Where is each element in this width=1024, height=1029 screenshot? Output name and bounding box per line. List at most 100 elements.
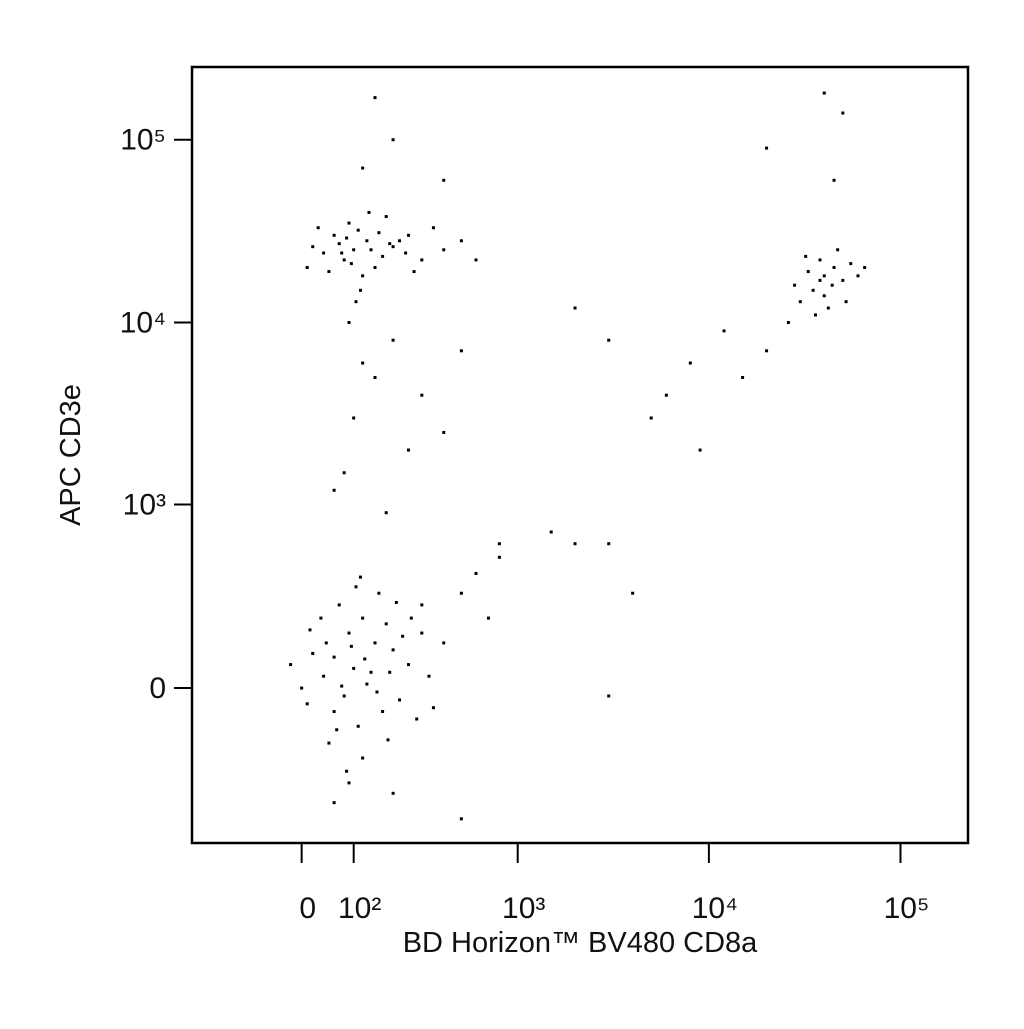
data-point <box>349 644 353 648</box>
data-point <box>407 233 411 237</box>
data-point <box>409 616 413 620</box>
data-point <box>342 471 346 475</box>
data-point <box>412 270 416 274</box>
data-point <box>340 684 344 688</box>
data-point <box>391 138 395 142</box>
data-point <box>832 178 836 182</box>
data-point <box>822 91 826 95</box>
data-point <box>349 262 353 266</box>
data-point <box>415 717 419 721</box>
data-point <box>398 698 402 702</box>
data-point <box>347 221 351 225</box>
data-point <box>356 228 360 232</box>
data-point <box>856 274 860 278</box>
data-point <box>332 233 336 237</box>
x-axis-label: BD Horizon™ BV480 CD8a <box>403 927 758 959</box>
data-point <box>607 542 611 546</box>
data-point <box>474 258 478 262</box>
data-point <box>332 801 336 805</box>
data-point <box>420 393 424 397</box>
data-point <box>373 641 377 645</box>
y-tick-label: 10⁴ <box>120 307 166 340</box>
data-point <box>347 631 351 635</box>
data-point <box>401 634 405 638</box>
data-point <box>811 288 815 292</box>
data-point <box>765 349 769 353</box>
x-tick-label: 10³ <box>502 892 545 925</box>
y-axis-label: APC CD3e <box>55 384 87 526</box>
data-point <box>793 283 797 287</box>
data-point <box>664 393 668 397</box>
data-point <box>841 111 845 115</box>
data-point <box>384 215 388 219</box>
data-point <box>322 674 326 678</box>
data-point <box>420 631 424 635</box>
data-point <box>486 616 490 620</box>
data-point <box>442 430 446 434</box>
data-point <box>459 817 463 821</box>
data-point <box>347 321 351 325</box>
data-point <box>391 648 395 652</box>
data-point <box>388 242 392 246</box>
data-point <box>373 265 377 269</box>
y-tick-label: 10³ <box>123 489 166 522</box>
data-point <box>324 641 328 645</box>
data-point <box>384 511 388 515</box>
data-point <box>354 585 358 589</box>
data-point <box>384 622 388 626</box>
data-point <box>332 655 336 659</box>
data-point <box>394 600 398 604</box>
data-point <box>822 274 826 278</box>
data-point <box>365 239 369 243</box>
data-point <box>688 361 692 365</box>
data-point <box>361 616 365 620</box>
data-point <box>332 488 336 492</box>
data-point <box>391 245 395 249</box>
data-point <box>459 349 463 353</box>
y-tick-label: 0 <box>149 672 166 705</box>
data-point <box>305 265 309 269</box>
data-point <box>431 226 435 230</box>
data-point <box>497 542 501 546</box>
data-point <box>698 448 702 452</box>
data-point <box>404 251 408 255</box>
data-point <box>361 756 365 760</box>
data-point <box>381 254 385 258</box>
data-point <box>841 278 845 282</box>
data-point <box>345 236 349 240</box>
data-point <box>798 300 802 304</box>
data-point <box>319 616 323 620</box>
data-point <box>459 239 463 243</box>
data-point <box>340 251 344 255</box>
data-point <box>375 690 379 694</box>
data-point <box>407 663 411 667</box>
data-point <box>832 265 836 269</box>
data-point <box>342 694 346 698</box>
data-point <box>806 270 810 274</box>
x-tick-label: 10⁴ <box>692 892 738 925</box>
data-point <box>377 591 381 595</box>
data-point <box>327 741 331 745</box>
data-point <box>316 226 320 230</box>
data-point <box>300 686 304 690</box>
data-point <box>289 663 293 667</box>
data-point <box>373 96 377 100</box>
data-point <box>398 239 402 243</box>
x-tick-label: 10⁵ <box>884 892 930 925</box>
data-point <box>335 728 339 732</box>
data-point <box>830 283 834 287</box>
data-point <box>347 781 351 785</box>
data-point <box>431 706 435 710</box>
data-point <box>459 591 463 595</box>
data-point <box>649 416 653 420</box>
data-point <box>420 603 424 607</box>
data-point <box>342 258 346 262</box>
data-point <box>386 738 390 742</box>
data-point <box>573 542 577 546</box>
data-point <box>442 641 446 645</box>
data-point <box>358 575 362 579</box>
data-point <box>373 375 377 379</box>
data-point <box>332 710 336 714</box>
data-point <box>549 530 553 534</box>
